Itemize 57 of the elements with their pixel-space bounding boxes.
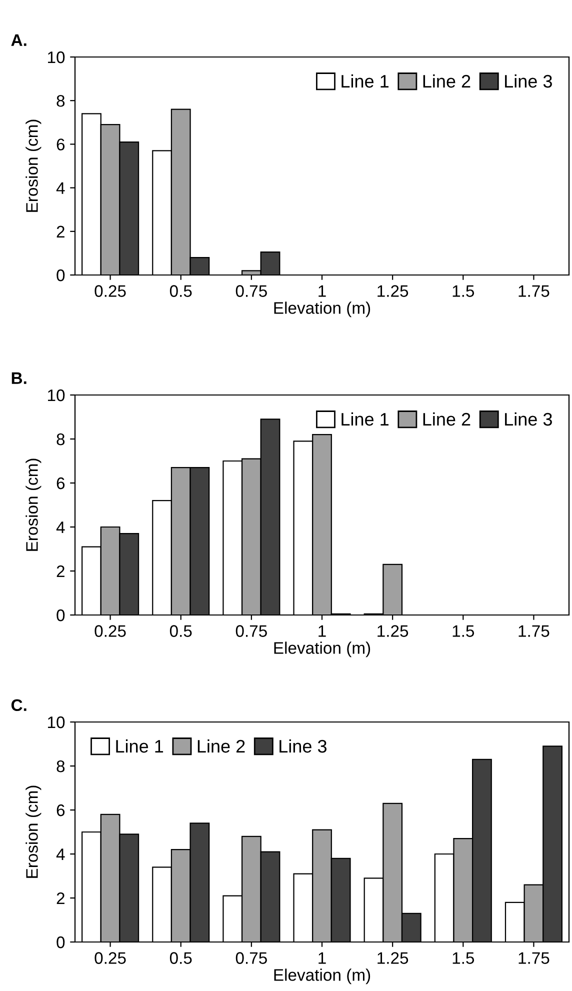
x-axis-title: Elevation (m) bbox=[274, 302, 370, 318]
y-tick-label: 6 bbox=[56, 477, 65, 490]
legend-label: Line 3 bbox=[505, 412, 552, 426]
y-tick-label: 8 bbox=[56, 95, 65, 107]
y-tick-label: 2 bbox=[56, 892, 64, 904]
y-axis-title: Erosion (cm) bbox=[26, 120, 42, 212]
y-tick-label: 4 bbox=[56, 522, 65, 534]
y-tick-label: 4 bbox=[56, 182, 65, 194]
y-tick-label: 4 bbox=[56, 848, 65, 860]
y-tick-label: 8 bbox=[56, 760, 65, 772]
y-axis-title: Erosion (cm) bbox=[26, 786, 42, 878]
x-tick-label: 1.5 bbox=[452, 625, 474, 637]
x-tick-label: 0.25 bbox=[94, 285, 126, 297]
y-tick-label: 10 bbox=[48, 389, 65, 402]
y-axis-title: Erosion (cm) bbox=[26, 458, 42, 551]
x-tick-label: 0.25 bbox=[94, 625, 126, 637]
chart-title: A. bbox=[11, 34, 26, 46]
chart-title: B. bbox=[12, 372, 26, 384]
x-tick-label: 1.75 bbox=[518, 625, 550, 637]
x-tick-label: 0.75 bbox=[236, 952, 267, 964]
legend-label: Line 3 bbox=[505, 74, 552, 88]
y-tick-label: 0 bbox=[56, 936, 65, 948]
x-tick-label: 1.5 bbox=[452, 952, 474, 964]
y-tick-label: 0 bbox=[56, 609, 65, 622]
legend-label: Line 1 bbox=[342, 412, 388, 426]
y-tick-label: 6 bbox=[56, 804, 65, 816]
legend-label: Line 2 bbox=[423, 412, 470, 426]
x-tick-label: 1.25 bbox=[378, 285, 408, 297]
y-tick-label: 2 bbox=[56, 565, 64, 578]
y-tick-label: 10 bbox=[48, 51, 65, 64]
legend-label: Line 1 bbox=[342, 74, 388, 88]
x-tick-label: 0.25 bbox=[94, 952, 126, 964]
x-tick-label: 1.5 bbox=[452, 285, 474, 297]
x-tick-label: 1.75 bbox=[518, 952, 550, 964]
y-tick-label: 6 bbox=[56, 138, 65, 150]
x-axis-title: Elevation (m) bbox=[274, 642, 370, 658]
x-tick-label: 1.25 bbox=[378, 952, 408, 964]
chart-title: C. bbox=[11, 699, 26, 712]
legend-label: Line 1 bbox=[116, 739, 164, 753]
x-tick-label: 1 bbox=[318, 285, 326, 297]
x-tick-label: 0.5 bbox=[170, 625, 192, 637]
x-tick-label: 0.5 bbox=[170, 285, 192, 297]
x-tick-label: 0.75 bbox=[236, 285, 267, 297]
x-tick-label: 0.75 bbox=[236, 625, 267, 637]
x-tick-label: 1 bbox=[318, 952, 326, 964]
x-tick-label: 1.75 bbox=[518, 285, 550, 297]
y-tick-label: 8 bbox=[56, 433, 65, 446]
y-tick-label: 10 bbox=[48, 716, 65, 728]
x-tick-label: 1 bbox=[318, 625, 326, 637]
y-tick-label: 0 bbox=[56, 269, 65, 282]
legend-label: Line 2 bbox=[198, 739, 245, 753]
x-axis-title: Elevation (m) bbox=[274, 968, 370, 984]
legend-label: Line 3 bbox=[280, 739, 327, 753]
y-tick-label: 2 bbox=[56, 226, 64, 238]
legend-label: Line 2 bbox=[423, 74, 470, 88]
x-tick-label: 1.25 bbox=[378, 625, 408, 637]
x-tick-label: 0.5 bbox=[170, 952, 192, 964]
